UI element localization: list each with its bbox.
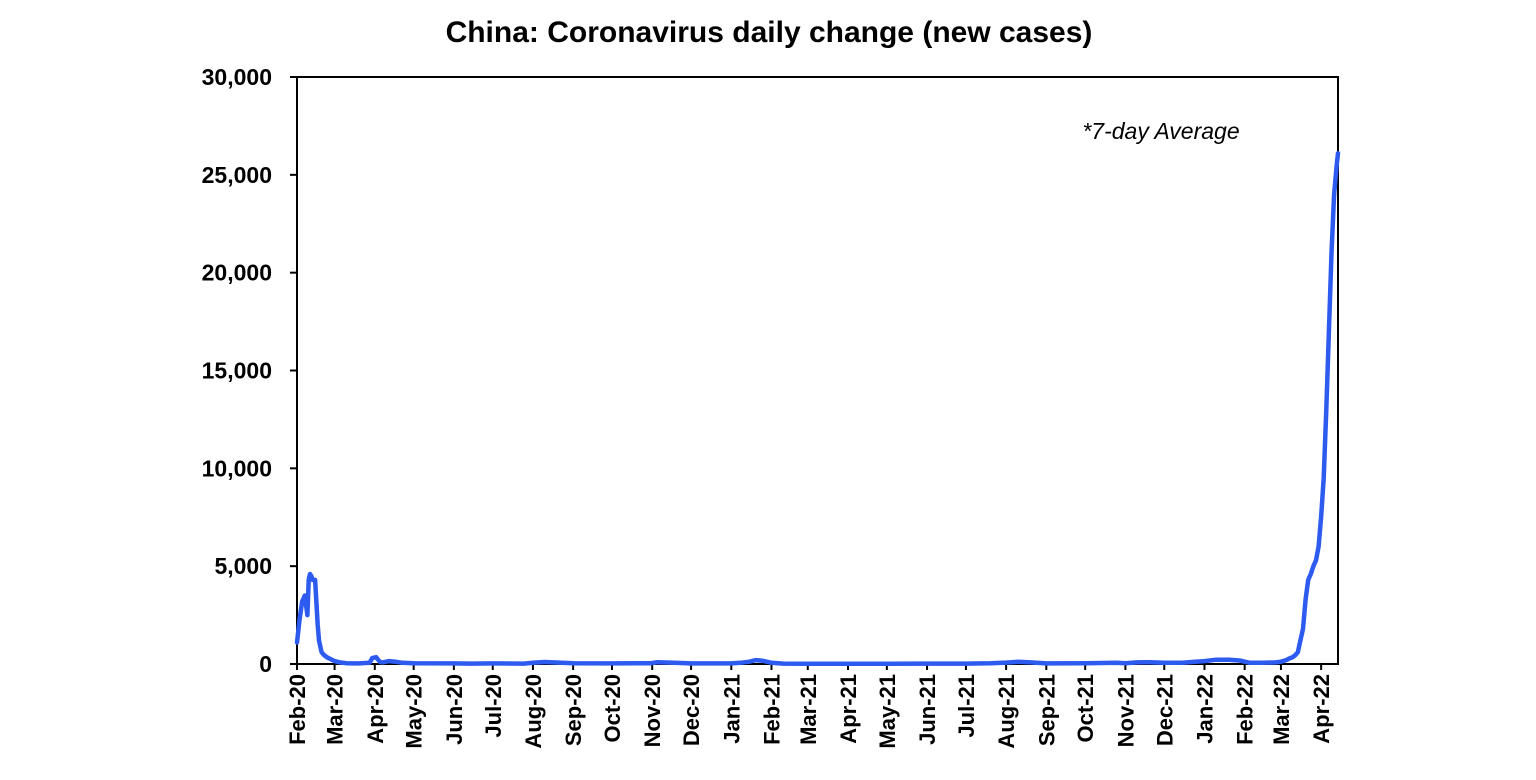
x-tick-label: Oct-20 [600, 674, 625, 742]
x-tick-label: Apr-21 [836, 674, 861, 744]
x-tick-label: Jul-21 [954, 674, 979, 738]
x-tick-label: Nov-20 [640, 674, 665, 747]
x-tick-label: Dec-21 [1152, 674, 1177, 746]
x-tick-label: May-20 [402, 674, 427, 749]
chart-annotation: *7-day Average [1082, 118, 1239, 144]
x-tick-label: Apr-22 [1309, 674, 1334, 744]
x-tick-label: Feb-20 [285, 674, 310, 745]
series-line [294, 151, 1341, 667]
x-tick-label: Jul-20 [481, 674, 506, 738]
x-tick-label: Aug-21 [994, 674, 1019, 749]
x-tick-label: Feb-22 [1233, 674, 1258, 745]
y-tick-label: 10,000 [202, 455, 272, 481]
x-tick-label: Sep-21 [1034, 674, 1059, 746]
chart-title: China: Coronavirus daily change (new cas… [446, 16, 1093, 49]
x-tick-label: Nov-21 [1113, 674, 1138, 747]
x-tick-label: Aug-20 [521, 674, 546, 749]
plot-frame [296, 76, 1339, 665]
x-tick-label: Mar-20 [323, 674, 348, 745]
y-tick-label: 30,000 [202, 64, 272, 90]
x-tick-label: Oct-21 [1073, 674, 1098, 742]
x-tick-label: Mar-22 [1269, 674, 1294, 745]
y-tick-label: 5,000 [214, 553, 272, 579]
x-tick-label: Feb-21 [759, 674, 784, 745]
x-tick-label: Jan-21 [719, 674, 744, 744]
y-tick-label: 15,000 [202, 358, 272, 384]
x-tick-label: Dec-20 [679, 674, 704, 746]
series-layer [294, 151, 1341, 667]
x-tick-label: Jan-22 [1192, 674, 1217, 744]
x-tick-label: Sep-20 [561, 674, 586, 746]
x-tick-label: Jun-20 [442, 674, 467, 745]
x-axis: Feb-20 Mar-20 Apr-20 May-20 Jun-20 Jul-20 Aug-… [285, 664, 1334, 749]
y-tick-label: 25,000 [202, 162, 272, 188]
y-axis: 0 5,000 10,000 15,000 20,000 25,000 30,000 [202, 64, 297, 677]
x-tick-label: Mar-21 [796, 674, 821, 745]
x-tick-label: May-21 [875, 674, 900, 749]
y-tick-label: 0 [259, 651, 272, 677]
x-tick-label: Apr-20 [363, 674, 388, 744]
x-tick-label: Jun-21 [915, 674, 940, 745]
y-tick-label: 20,000 [202, 260, 272, 286]
